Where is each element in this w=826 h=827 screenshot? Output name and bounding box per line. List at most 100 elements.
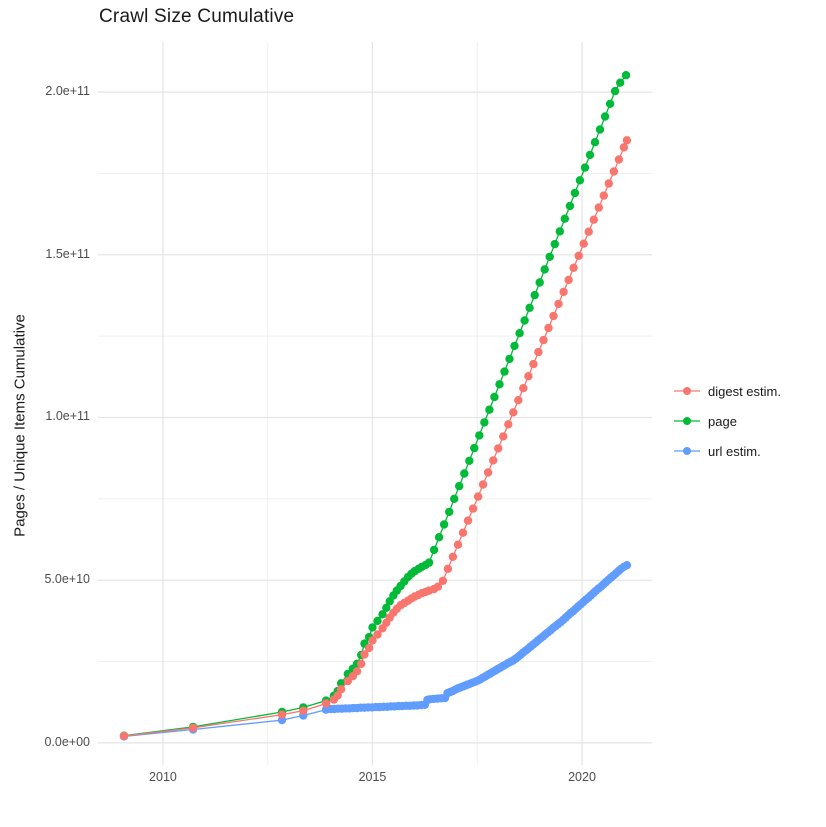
data-point bbox=[534, 347, 543, 357]
data-point bbox=[188, 723, 198, 733]
data-point bbox=[483, 468, 493, 477]
data-point bbox=[468, 504, 478, 513]
data-point bbox=[429, 545, 439, 555]
data-point bbox=[499, 432, 508, 441]
data-point bbox=[504, 420, 513, 429]
data-point bbox=[580, 163, 590, 172]
data-point bbox=[299, 706, 308, 715]
y-tick-label: 5.0e+10 bbox=[44, 572, 90, 587]
data-point bbox=[559, 287, 568, 297]
x-tick-label: 2020 bbox=[568, 770, 596, 784]
data-point bbox=[443, 564, 453, 573]
data-point bbox=[494, 444, 503, 453]
data-point bbox=[614, 155, 624, 164]
data-point bbox=[622, 136, 632, 145]
data-point bbox=[378, 610, 387, 619]
data-point bbox=[373, 616, 382, 626]
data-point bbox=[590, 138, 600, 147]
data-point bbox=[480, 418, 489, 427]
y-tick-label: 0.0e+00 bbox=[44, 734, 90, 749]
series-url-estim- bbox=[119, 561, 632, 741]
x-tick-label: 2015 bbox=[358, 770, 387, 784]
data-point bbox=[560, 214, 569, 223]
data-point bbox=[119, 731, 129, 741]
data-point bbox=[434, 533, 444, 542]
data-point bbox=[510, 341, 519, 351]
data-point bbox=[490, 392, 499, 402]
data-point bbox=[605, 99, 615, 109]
data-point bbox=[589, 215, 598, 224]
x-tick-label: 2010 bbox=[149, 770, 177, 784]
legend-label-url: url estim. bbox=[708, 443, 761, 459]
legend-item-url: url estim. bbox=[674, 436, 781, 466]
data-point bbox=[438, 576, 448, 585]
data-point bbox=[433, 582, 443, 591]
data-point bbox=[549, 311, 558, 321]
data-point bbox=[600, 112, 610, 121]
data-point bbox=[357, 659, 366, 668]
data-point bbox=[564, 275, 573, 285]
data-point bbox=[585, 150, 595, 160]
y-tick-label: 1.5e+11 bbox=[45, 246, 90, 261]
data-point bbox=[336, 679, 346, 688]
data-point bbox=[460, 469, 469, 478]
data-point bbox=[525, 303, 534, 312]
data-point bbox=[373, 630, 382, 639]
data-point bbox=[424, 558, 434, 567]
data-point bbox=[575, 176, 585, 185]
legend: digest estim. page url estim. bbox=[674, 376, 781, 466]
data-point bbox=[622, 561, 632, 570]
legend-key-url-icon bbox=[674, 447, 700, 455]
data-point bbox=[336, 685, 346, 694]
gridlines-minor bbox=[98, 42, 652, 765]
data-point bbox=[448, 552, 458, 561]
data-point bbox=[594, 203, 603, 212]
data-point bbox=[544, 323, 553, 333]
data-point bbox=[352, 667, 362, 676]
data-point bbox=[540, 265, 549, 274]
data-point bbox=[545, 252, 554, 261]
data-point bbox=[439, 520, 449, 529]
legend-label-digest: digest estim. bbox=[708, 383, 781, 399]
data-point bbox=[455, 481, 464, 491]
data-point bbox=[579, 239, 588, 248]
data-point bbox=[570, 188, 580, 198]
data-point bbox=[574, 251, 583, 260]
legend-item-digest: digest estim. bbox=[674, 376, 781, 406]
data-point bbox=[535, 278, 544, 287]
data-point bbox=[621, 71, 631, 80]
data-point bbox=[539, 335, 548, 345]
data-point bbox=[458, 528, 468, 537]
data-point bbox=[550, 239, 559, 249]
data-point bbox=[555, 227, 564, 236]
data-point bbox=[495, 380, 504, 389]
data-point bbox=[445, 507, 454, 517]
gridlines-major bbox=[98, 42, 652, 765]
chart-title: Crawl Size Cumulative bbox=[99, 6, 295, 27]
y-tick-label: 2.0e+11 bbox=[45, 84, 90, 99]
y-tick-label: 1.0e+11 bbox=[45, 409, 90, 424]
data-point bbox=[368, 623, 377, 632]
legend-key-page-icon bbox=[674, 417, 700, 425]
data-point bbox=[509, 408, 518, 417]
data-point bbox=[519, 384, 528, 393]
data-point bbox=[554, 299, 563, 309]
data-point bbox=[514, 396, 523, 405]
data-point bbox=[569, 263, 578, 272]
data-point bbox=[473, 492, 483, 501]
legend-label-page: page bbox=[708, 413, 737, 429]
data-point bbox=[450, 494, 459, 503]
series-digest-estim- bbox=[119, 136, 632, 741]
data-point bbox=[489, 456, 498, 465]
data-point bbox=[364, 643, 374, 653]
data-point bbox=[584, 227, 593, 236]
data-point bbox=[520, 316, 529, 325]
data-point bbox=[463, 516, 473, 525]
data-point bbox=[609, 167, 619, 176]
legend-key-digest-icon bbox=[674, 387, 700, 395]
data-point bbox=[465, 456, 474, 465]
data-point bbox=[505, 354, 514, 364]
data-point bbox=[478, 480, 488, 489]
